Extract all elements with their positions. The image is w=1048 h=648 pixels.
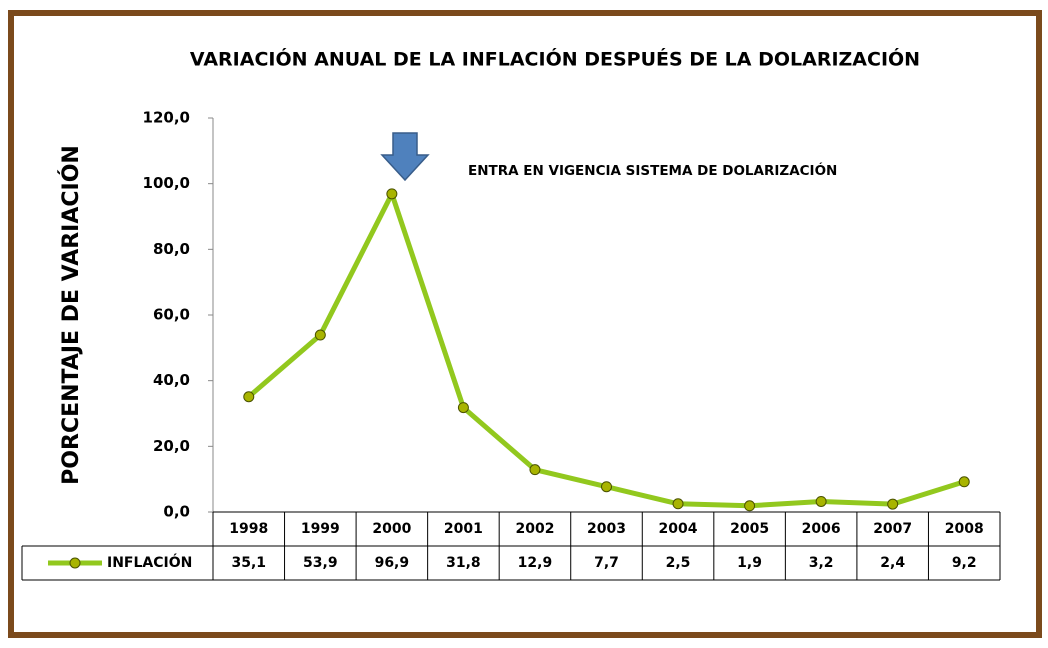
y-tick-label: 40,0 [153, 371, 190, 389]
value-label: 7,7 [594, 555, 619, 571]
marker [314, 329, 326, 341]
x-tick-label: 2005 [730, 521, 769, 537]
y-axis-label: PORCENTAJE DE VARIACIÓN [58, 145, 84, 485]
value-label: 1,9 [737, 555, 762, 571]
legend-marker [69, 557, 81, 569]
x-tick-label: 2002 [515, 521, 554, 537]
y-tick-label: 80,0 [153, 240, 190, 258]
marker [672, 498, 684, 510]
value-label: 31,8 [446, 555, 481, 571]
marker [744, 500, 756, 512]
y-tick-label: 100,0 [143, 174, 190, 192]
frame [8, 10, 1042, 638]
marker [601, 481, 612, 493]
chart-title: VARIACIÓN ANUAL DE LA INFLACIÓN DESPUÉS … [190, 47, 920, 71]
value-label: 2,4 [880, 555, 905, 571]
y-tick-label: 120,0 [143, 109, 190, 127]
x-tick-label: 2006 [802, 521, 841, 537]
value-label: 35,1 [231, 555, 266, 571]
value-label: 53,9 [303, 555, 338, 571]
x-tick-label: 2004 [659, 521, 698, 537]
y-tick-label: 20,0 [153, 437, 190, 455]
x-tick-label: 2007 [873, 521, 912, 537]
x-tick-label: 2001 [444, 521, 483, 537]
value-label: 9,2 [952, 555, 977, 571]
annotation: ENTRA EN VIGENCIA SISTEMA DE DOLARIZACIÓ… [468, 161, 837, 179]
marker [243, 391, 255, 403]
y-tick-label: 0,0 [163, 503, 190, 521]
x-tick-label: 2000 [372, 521, 411, 537]
arrow [380, 132, 430, 182]
legend-label: INFLACIÓN [107, 553, 192, 571]
x-tick-label: 1998 [229, 521, 268, 537]
marker [958, 476, 970, 488]
marker [815, 495, 827, 507]
x-tick-label: 2003 [587, 521, 626, 537]
marker [887, 498, 899, 510]
x-tick-label: 1999 [301, 521, 340, 537]
value-label: 96,9 [375, 555, 410, 571]
x-tick-label: 2008 [945, 521, 984, 537]
value-label: 3,2 [809, 555, 834, 571]
marker [529, 464, 541, 476]
y-tick-label: 60,0 [153, 306, 190, 324]
value-label: 2,5 [666, 555, 691, 571]
marker [457, 402, 469, 414]
value-label: 12,9 [518, 555, 553, 571]
marker [386, 188, 398, 200]
